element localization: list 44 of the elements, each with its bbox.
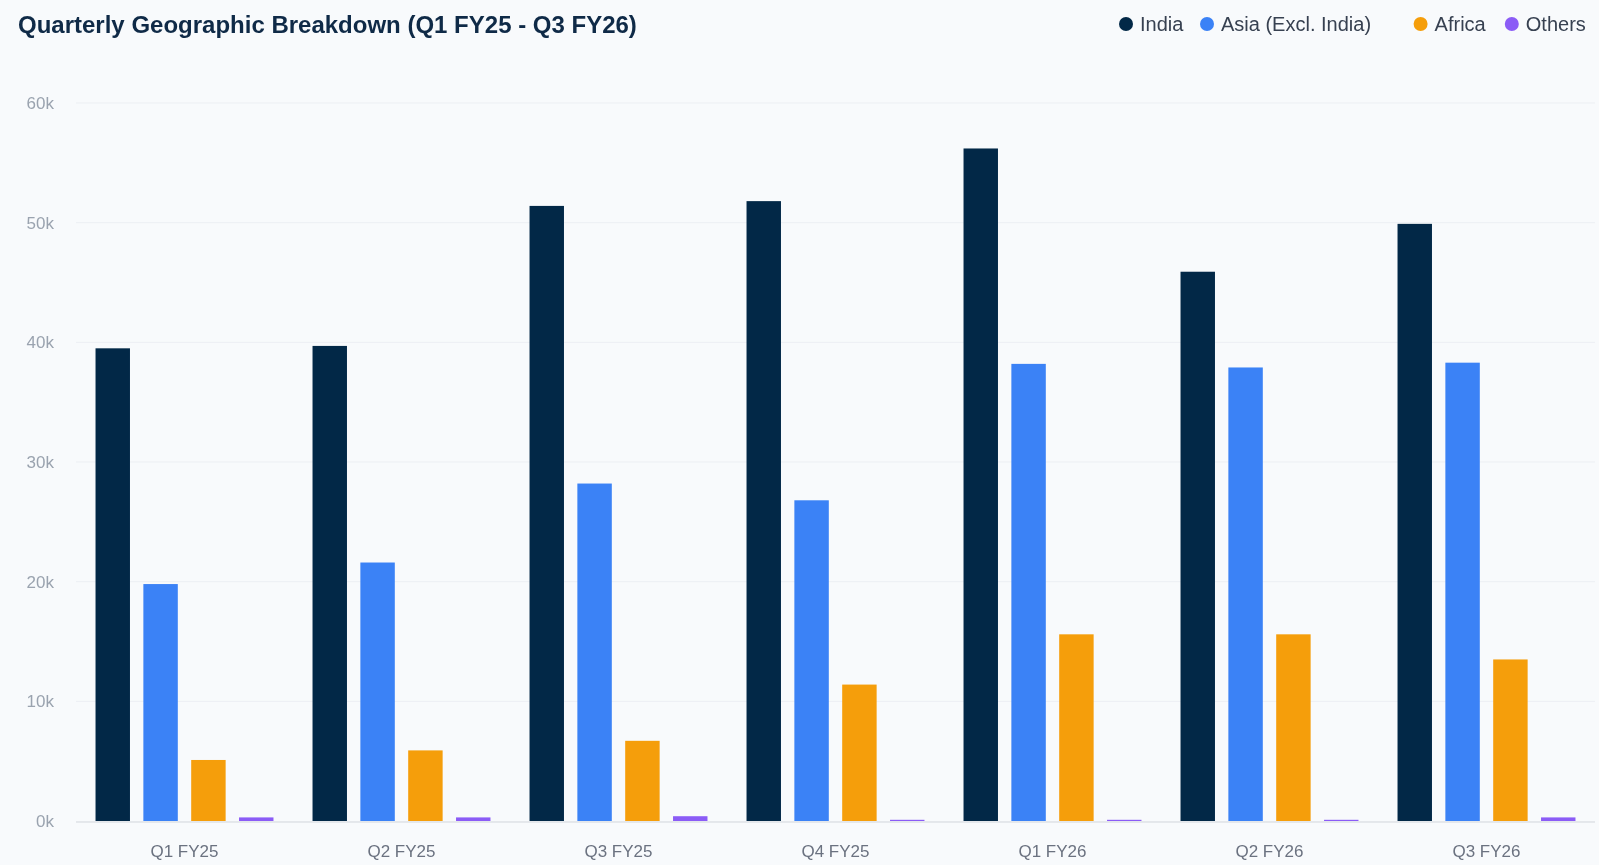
bar bbox=[360, 562, 395, 821]
bar bbox=[456, 817, 491, 821]
x-tick-label: Q1 FY25 bbox=[150, 841, 219, 861]
bar bbox=[1493, 659, 1528, 821]
bar bbox=[1445, 362, 1480, 821]
y-tick-label: 50k bbox=[26, 213, 55, 233]
x-tick-label: Q3 FY26 bbox=[1452, 841, 1521, 861]
x-tick-label: Q4 FY25 bbox=[801, 841, 870, 861]
bar bbox=[191, 759, 226, 821]
bar bbox=[1228, 367, 1263, 821]
y-tick-label: 10k bbox=[26, 692, 55, 712]
bar bbox=[408, 750, 443, 821]
y-tick-label: 20k bbox=[26, 572, 55, 592]
bar bbox=[1541, 817, 1576, 821]
x-tick-label: Q2 FY26 bbox=[1235, 841, 1304, 861]
bar bbox=[95, 348, 130, 821]
bar bbox=[625, 740, 660, 821]
bar bbox=[577, 483, 612, 821]
bar bbox=[1059, 634, 1094, 821]
bar bbox=[1397, 223, 1432, 821]
y-tick-label: 60k bbox=[26, 93, 55, 113]
legend-label: Others bbox=[1525, 13, 1586, 35]
legend-label: Africa bbox=[1434, 13, 1487, 35]
chart-title: Quarterly Geographic Breakdown (Q1 FY25 - Q3 FY26) bbox=[18, 11, 637, 38]
legend-label: India bbox=[1140, 13, 1185, 35]
x-tick-label: Q1 FY26 bbox=[1018, 841, 1087, 861]
legend-label: Asia (Excl. India) bbox=[1221, 13, 1372, 35]
bar bbox=[842, 684, 877, 821]
bar bbox=[746, 201, 781, 821]
bar bbox=[529, 205, 564, 821]
bar bbox=[1276, 634, 1311, 821]
bar bbox=[1180, 271, 1215, 821]
y-tick-label: 30k bbox=[26, 452, 55, 472]
bar bbox=[239, 817, 274, 821]
bar bbox=[963, 148, 998, 821]
x-tick-label: Q3 FY25 bbox=[584, 841, 653, 861]
bar bbox=[673, 816, 708, 821]
bar bbox=[1011, 363, 1046, 821]
x-tick-label: Q2 FY25 bbox=[367, 841, 436, 861]
bar bbox=[794, 500, 829, 821]
bar bbox=[143, 584, 178, 821]
y-tick-label: 0k bbox=[36, 811, 55, 831]
y-tick-label: 40k bbox=[26, 333, 55, 353]
bar bbox=[312, 345, 347, 821]
